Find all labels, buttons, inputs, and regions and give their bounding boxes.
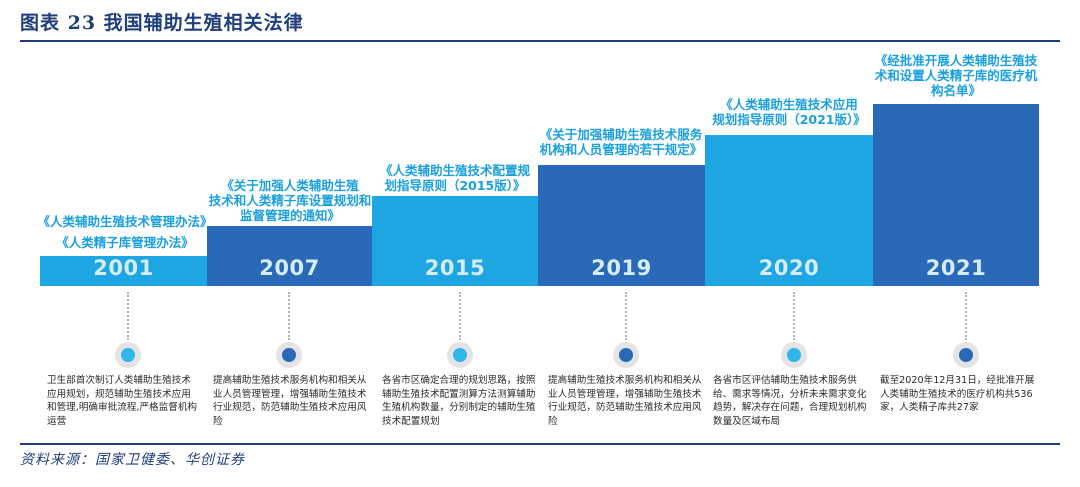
description-2001: 卫生部首次制订人类辅助生殖技术应用规划，规范辅助生殖技术应用和管理,明确审批流程… [47,375,198,427]
connector-2019 [625,292,627,340]
law-title-2019: 《关于加强辅助生殖技术服务 机构和人员管理的若干规定》 [539,127,703,157]
figure-title: 图表 23 我国辅助生殖相关法律 [20,12,304,34]
step-2021: 2021 [873,104,1039,286]
connector-2021 [965,292,967,340]
year-label-2019: 2019 [591,256,652,280]
year-label-2007: 2007 [259,256,320,280]
milestone-dot-icon [276,342,302,368]
milestone-dot-icon [781,342,807,368]
description-2021: 截至2020年12月31日，经批准开展人类辅助生殖技术的医疗机构共536家，人类… [880,375,1035,413]
year-label-2015: 2015 [424,256,486,280]
step-2007: 2007 [207,226,372,286]
connector-2015 [459,292,461,340]
law-title-2020: 《人类辅助生殖技术应用 规划指导原则（2021版）》 [712,97,866,127]
year-label-2021: 2021 [925,256,987,280]
description-2019: 提高辅助生殖技术服务机构和相关从业人员管理管理，增强辅助生殖技术行业规范，防范辅… [548,375,702,427]
law-title-2015: 《人类辅助生殖技术配置规 划指导原则（2015版）》 [379,163,530,193]
milestone-dot-icon [953,342,979,368]
connector-2020 [793,292,795,340]
title-divider [20,40,1060,42]
source-note: 资料来源：国家卫健委、华创证券 [20,452,245,468]
law-title-2007: 《关于加强人类辅助生殖 技术和人类精子库设置规划和 监督管理的通知》 [208,178,372,223]
law-title-2001: 《人类辅助生殖技术管理办法》 《人类精子库管理办法》 [37,214,213,250]
step-2001: 2001 [40,256,207,286]
milestone-dot-icon [115,342,141,368]
milestone-dot-icon [613,342,639,368]
description-2007: 提高辅助生殖技术服务机构和相关从业人员管理管理，增强辅助生殖技术行业规范，防范辅… [213,375,367,427]
year-label-2001: 2001 [93,256,154,280]
connector-2001 [127,292,129,340]
footer-divider [20,443,1060,445]
step-2019: 2019 [538,165,705,286]
description-2020: 各省市区评估辅助生殖技术服务供给、需求等情况，分析未来需求变化趋势，解决存在问题… [713,375,867,427]
law-title-2021: 《经批准开展人类辅助生殖技 术和设置人类精子库的医疗机 构名单》 [874,53,1038,98]
step-2015: 2015 [372,196,538,286]
milestone-dot-icon [447,342,473,368]
description-2015: 各省市区确定合理的规划思路，按照辅助生殖技术配置测算方法测算辅助生殖机构数量，分… [382,375,536,427]
year-label-2020: 2020 [758,256,820,280]
connector-2007 [288,292,290,340]
step-2020: 2020 [705,135,873,286]
